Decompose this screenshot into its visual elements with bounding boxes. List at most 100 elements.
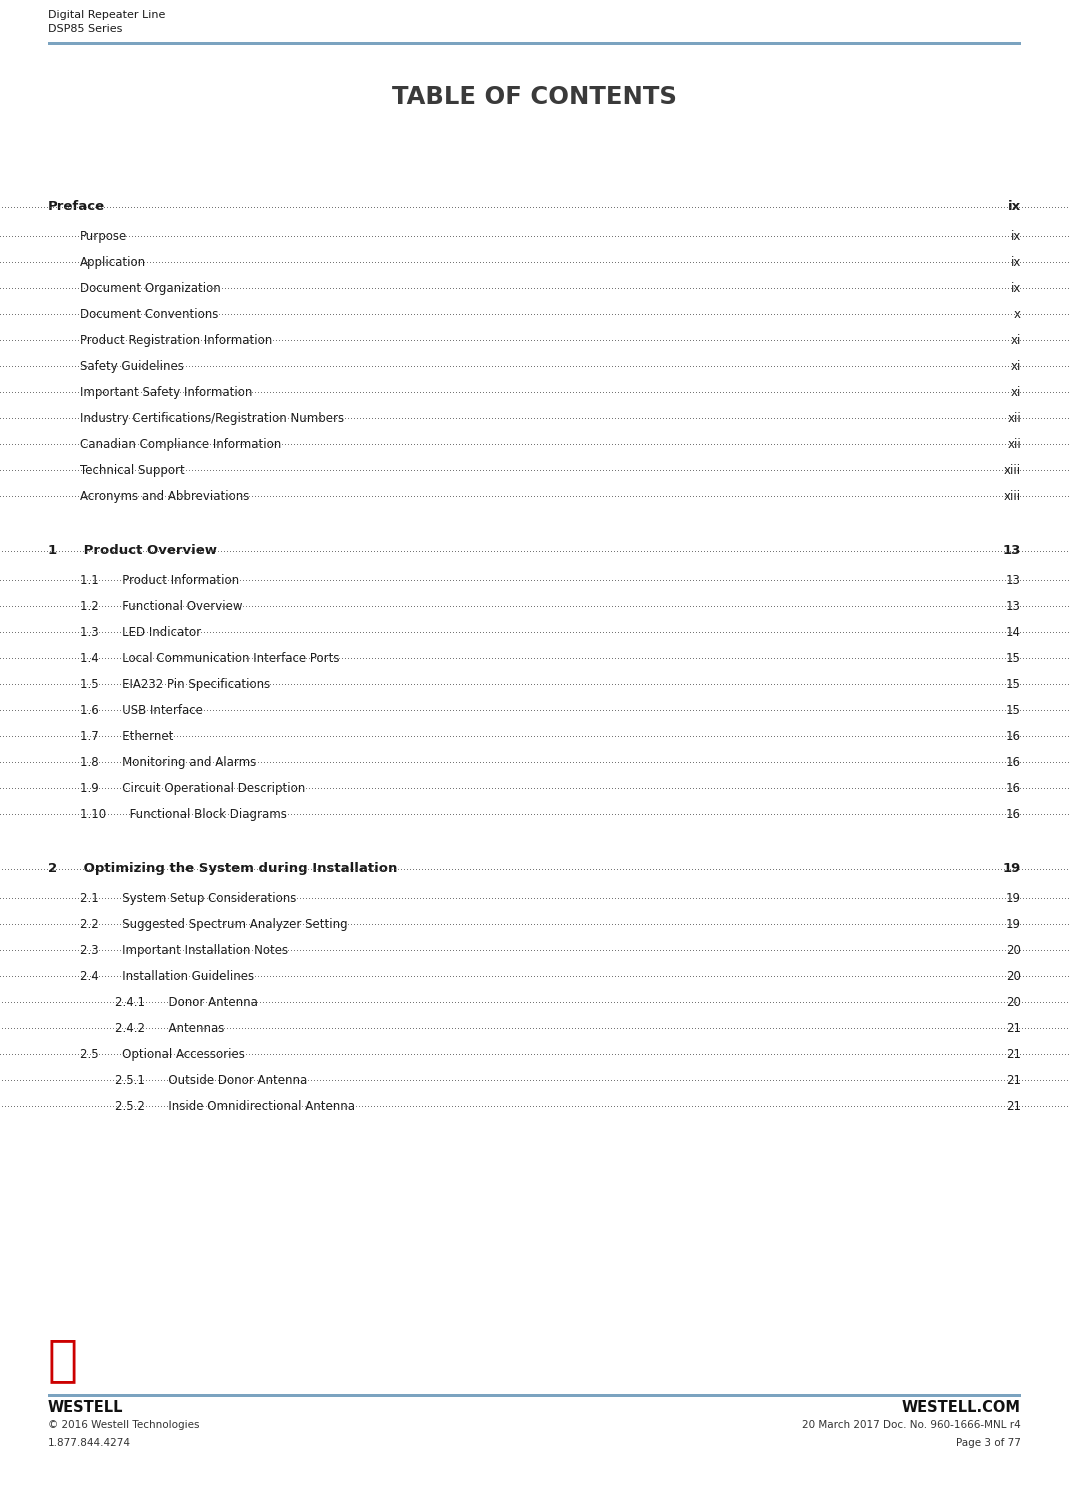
Text: ix: ix bbox=[1010, 230, 1021, 244]
Text: Canadian Compliance Information: Canadian Compliance Information bbox=[80, 438, 281, 451]
Text: xii: xii bbox=[1007, 438, 1021, 451]
Text: ................................................................................: ........................................… bbox=[0, 862, 1069, 872]
Text: 1.10  Functional Block Diagrams: 1.10 Functional Block Diagrams bbox=[80, 808, 286, 822]
Text: ix: ix bbox=[1010, 282, 1021, 294]
Text: ................................................................................: ........................................… bbox=[0, 892, 1069, 901]
Text: 21: 21 bbox=[1006, 1100, 1021, 1113]
Text: ................................................................................: ........................................… bbox=[0, 281, 1069, 291]
Text: WESTELL.COM: WESTELL.COM bbox=[902, 1400, 1021, 1415]
Text: 19: 19 bbox=[1006, 917, 1021, 931]
Text: 2.2  Suggested Spectrum Analyzer Setting: 2.2 Suggested Spectrum Analyzer Setting bbox=[80, 917, 347, 931]
Text: ................................................................................: ........................................… bbox=[0, 917, 1069, 928]
Text: Important Safety Information: Important Safety Information bbox=[80, 385, 252, 399]
Text: 1.2  Functional Overview: 1.2 Functional Overview bbox=[80, 601, 243, 613]
Text: 1.7  Ethernet: 1.7 Ethernet bbox=[80, 731, 173, 743]
Text: Ⓦ: Ⓦ bbox=[48, 1336, 78, 1383]
Text: ................................................................................: ........................................… bbox=[0, 544, 1069, 554]
Text: ................................................................................: ........................................… bbox=[0, 704, 1069, 713]
Text: Acronyms and Abbreviations: Acronyms and Abbreviations bbox=[80, 490, 249, 503]
Text: ................................................................................: ........................................… bbox=[0, 756, 1069, 765]
Text: ................................................................................: ........................................… bbox=[0, 807, 1069, 817]
Text: 21: 21 bbox=[1006, 1074, 1021, 1088]
Text: ix: ix bbox=[1010, 255, 1021, 269]
Text: x: x bbox=[1014, 308, 1021, 321]
Text: xi: xi bbox=[1010, 385, 1021, 399]
Text: ................................................................................: ........................................… bbox=[0, 651, 1069, 662]
Text: 2.5  Optional Accessories: 2.5 Optional Accessories bbox=[80, 1047, 245, 1061]
Text: ................................................................................: ........................................… bbox=[0, 229, 1069, 239]
Text: 15: 15 bbox=[1006, 704, 1021, 717]
Text: ................................................................................: ........................................… bbox=[0, 781, 1069, 792]
Text: 20: 20 bbox=[1006, 970, 1021, 983]
Text: 1.5  EIA232 Pin Specifications: 1.5 EIA232 Pin Specifications bbox=[80, 678, 270, 692]
Text: ................................................................................: ........................................… bbox=[0, 359, 1069, 369]
Text: 1.1  Product Information: 1.1 Product Information bbox=[80, 574, 239, 587]
Text: 20: 20 bbox=[1006, 996, 1021, 1008]
Text: 1.3  LED Indicator: 1.3 LED Indicator bbox=[80, 626, 201, 639]
Text: 2  Optimizing the System during Installation: 2 Optimizing the System during Installat… bbox=[48, 862, 398, 875]
Text: 13: 13 bbox=[1006, 601, 1021, 613]
Text: 14: 14 bbox=[1006, 626, 1021, 639]
Text: 1.8  Monitoring and Alarms: 1.8 Monitoring and Alarms bbox=[80, 756, 257, 769]
Text: 21: 21 bbox=[1006, 1047, 1021, 1061]
Text: Page 3 of 77: Page 3 of 77 bbox=[956, 1439, 1021, 1448]
Text: Preface: Preface bbox=[48, 200, 105, 214]
Text: 21: 21 bbox=[1006, 1022, 1021, 1035]
Text: TABLE OF CONTENTS: TABLE OF CONTENTS bbox=[392, 85, 677, 109]
Text: 2.4.1  Donor Antenna: 2.4.1 Donor Antenna bbox=[115, 996, 258, 1008]
Text: 13: 13 bbox=[1006, 574, 1021, 587]
Text: ................................................................................: ........................................… bbox=[0, 411, 1069, 421]
Text: 2.4  Installation Guidelines: 2.4 Installation Guidelines bbox=[80, 970, 254, 983]
Bar bbox=[48, 1394, 1021, 1397]
Text: WESTELL: WESTELL bbox=[48, 1400, 124, 1415]
Text: xii: xii bbox=[1007, 412, 1021, 424]
Text: Technical Support: Technical Support bbox=[80, 465, 185, 477]
Text: ................................................................................: ........................................… bbox=[0, 1073, 1069, 1083]
Text: 15: 15 bbox=[1006, 651, 1021, 665]
Text: ................................................................................: ........................................… bbox=[0, 463, 1069, 474]
Text: © 2016 Westell Technologies: © 2016 Westell Technologies bbox=[48, 1419, 200, 1430]
Text: 19: 19 bbox=[1003, 862, 1021, 875]
Text: 20: 20 bbox=[1006, 944, 1021, 958]
Text: ................................................................................: ........................................… bbox=[0, 677, 1069, 687]
Text: ................................................................................: ........................................… bbox=[0, 1047, 1069, 1058]
Text: ................................................................................: ........................................… bbox=[0, 574, 1069, 583]
Text: 16: 16 bbox=[1006, 808, 1021, 822]
Text: 1.4  Local Communication Interface Ports: 1.4 Local Communication Interface Ports bbox=[80, 651, 340, 665]
Text: 2.5.2  Inside Omnidirectional Antenna: 2.5.2 Inside Omnidirectional Antenna bbox=[115, 1100, 355, 1113]
Text: 2.1  System Setup Considerations: 2.1 System Setup Considerations bbox=[80, 892, 296, 905]
Text: ................................................................................: ........................................… bbox=[0, 438, 1069, 447]
Text: Product Registration Information: Product Registration Information bbox=[80, 335, 273, 347]
Text: ................................................................................: ........................................… bbox=[0, 385, 1069, 396]
Text: xi: xi bbox=[1010, 335, 1021, 347]
Text: 1.6  USB Interface: 1.6 USB Interface bbox=[80, 704, 203, 717]
Text: xiii: xiii bbox=[1004, 490, 1021, 503]
Text: 2.5.1  Outside Donor Antenna: 2.5.1 Outside Donor Antenna bbox=[115, 1074, 307, 1088]
Text: Safety Guidelines: Safety Guidelines bbox=[80, 360, 184, 374]
Text: 20 March 2017 Doc. No. 960-1666-MNL r4: 20 March 2017 Doc. No. 960-1666-MNL r4 bbox=[802, 1419, 1021, 1430]
Text: 16: 16 bbox=[1006, 756, 1021, 769]
Text: ................................................................................: ........................................… bbox=[0, 995, 1069, 1005]
Text: ................................................................................: ........................................… bbox=[0, 970, 1069, 979]
Text: 13: 13 bbox=[1003, 544, 1021, 557]
Text: 1  Product Overview: 1 Product Overview bbox=[48, 544, 217, 557]
Text: Application: Application bbox=[80, 255, 146, 269]
Text: ................................................................................: ........................................… bbox=[0, 255, 1069, 266]
Text: DSP85 Series: DSP85 Series bbox=[48, 24, 122, 34]
Text: 16: 16 bbox=[1006, 781, 1021, 795]
Text: xiii: xiii bbox=[1004, 465, 1021, 477]
Text: 1.9  Circuit Operational Description: 1.9 Circuit Operational Description bbox=[80, 781, 306, 795]
Text: 2.4.2  Antennas: 2.4.2 Antennas bbox=[115, 1022, 224, 1035]
Text: Document Conventions: Document Conventions bbox=[80, 308, 218, 321]
Text: ................................................................................: ........................................… bbox=[0, 1022, 1069, 1031]
Text: ................................................................................: ........................................… bbox=[0, 308, 1069, 317]
Text: ................................................................................: ........................................… bbox=[0, 729, 1069, 740]
Text: ................................................................................: ........................................… bbox=[0, 333, 1069, 344]
Text: Industry Certifications/Registration Numbers: Industry Certifications/Registration Num… bbox=[80, 412, 344, 424]
Text: Purpose: Purpose bbox=[80, 230, 127, 244]
Text: ................................................................................: ........................................… bbox=[0, 599, 1069, 610]
Text: ix: ix bbox=[1008, 200, 1021, 214]
Text: 16: 16 bbox=[1006, 731, 1021, 743]
Text: 19: 19 bbox=[1006, 892, 1021, 905]
Text: ................................................................................: ........................................… bbox=[0, 626, 1069, 635]
